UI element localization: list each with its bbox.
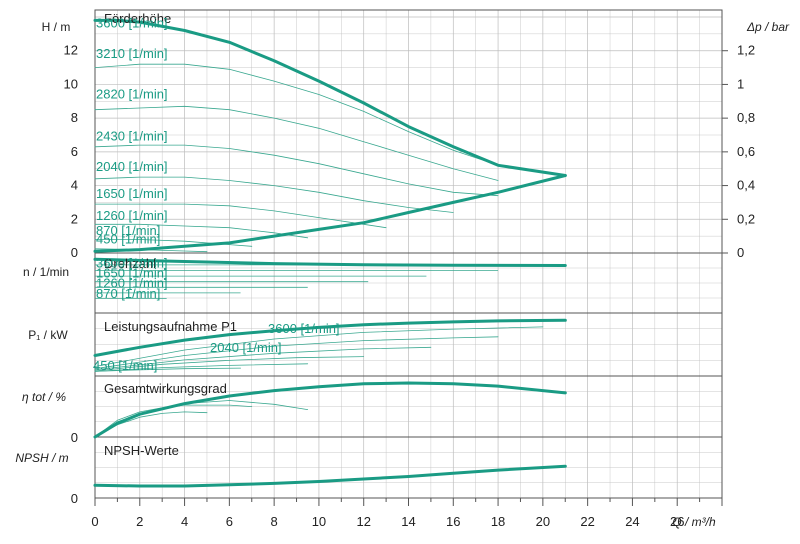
speed-label: 2040 [1/min] [96, 159, 168, 174]
speed-curve [94, 63, 544, 173]
right-y-tick-label: 0 [737, 245, 744, 260]
max-speed-curve [93, 18, 567, 177]
speed-label: 2820 [1/min] [96, 87, 168, 102]
right-y-tick-label: 0,6 [737, 144, 755, 159]
y-axis-label: n / 1/min [23, 265, 69, 279]
efficiency-speed-curve [94, 404, 253, 438]
y-tick-label: 8 [71, 110, 78, 125]
panel-title: Gesamtwirkungsgrad [104, 381, 227, 396]
right-y-tick-label: 1 [737, 76, 744, 91]
power-speed-curve [94, 356, 365, 372]
y-tick-label: 4 [71, 178, 78, 193]
speed-label: 2430 [1/min] [96, 129, 168, 144]
right-y-axis-label: Δp / bar [746, 20, 790, 34]
panel-title: NPSH-Werte [104, 443, 179, 458]
y-axis-label: NPSH / m [15, 451, 68, 465]
power-speed-curve [94, 363, 309, 372]
speed-label: 450 [1/min] [93, 358, 157, 373]
chart-curves [93, 18, 567, 488]
right-y-tick-label: 1,2 [737, 43, 755, 58]
x-tick-label: 6 [226, 514, 233, 529]
x-tick-label: 4 [181, 514, 188, 529]
x-tick-label: 2 [136, 514, 143, 529]
npsh-curve [93, 464, 567, 488]
x-tick-label: 18 [491, 514, 505, 529]
panel-title: Drehzahl [104, 256, 156, 271]
power-speed-curve [94, 336, 499, 370]
speed-max-curve [93, 257, 567, 267]
power-speed-curve [94, 346, 432, 371]
y-axis-label: P₁ / kW [28, 328, 68, 342]
x-tick-label: 10 [312, 514, 326, 529]
power-speed-curve [94, 367, 241, 372]
y-axis-label: H / m [42, 20, 71, 34]
x-tick-label: 24 [625, 514, 639, 529]
x-tick-label: 8 [271, 514, 278, 529]
panel-title: Förderhöhe [104, 11, 171, 26]
speed-label: 3210 [1/min] [96, 46, 168, 61]
speed-curve [94, 105, 499, 181]
x-tick-label: 0 [91, 514, 98, 529]
right-y-tick-label: 0,8 [737, 110, 755, 125]
y-tick-label: 2 [71, 211, 78, 226]
y-tick-label: 6 [71, 144, 78, 159]
speed-label: 3600 [1/min] [96, 16, 168, 31]
speed-curve [94, 176, 454, 213]
x-tick-label: 12 [356, 514, 370, 529]
power-max-curve [93, 318, 567, 357]
y-axis-label: η tot / % [22, 390, 66, 404]
speed-label: 1650 [1/min] [96, 266, 168, 281]
panel-frames [94, 9, 723, 499]
speed-label: 1260 [1/min] [96, 276, 168, 291]
speed-label: 870 [1/min] [96, 286, 160, 301]
x-tick-label: 16 [446, 514, 460, 529]
x-tick-label: 20 [536, 514, 550, 529]
speed-label: 1260 [1/min] [96, 208, 168, 223]
speed-label: 3600 [1/min] [96, 256, 168, 271]
speed-label: 3600 [1/min] [268, 321, 340, 336]
speed-curve [94, 223, 309, 239]
right-y-tick-label: 0,2 [737, 211, 755, 226]
speed-label: 450 [1/min] [96, 232, 160, 247]
x-tick-label: 26 [670, 514, 684, 529]
speed-label: 2040 [1/min] [210, 340, 282, 355]
speed-curve [94, 239, 253, 247]
speed-curve [94, 144, 499, 197]
speed-label: 1650 [1/min] [96, 186, 168, 201]
efficiency-max-curve [93, 381, 567, 439]
x-tick-label: 14 [401, 514, 415, 529]
panel-title: Leistungsaufnahme P1 [104, 319, 237, 334]
x-axis-label: Q / m³/h [672, 515, 716, 529]
y-tick-label: 0 [71, 491, 78, 506]
x-tick-label: 22 [580, 514, 594, 529]
y-tick-label: 10 [64, 76, 78, 91]
power-speed-curve [94, 326, 544, 367]
speed-label: 870 [1/min] [96, 223, 160, 238]
y-tick-label: 12 [64, 43, 78, 58]
chart-grid [94, 10, 728, 506]
y-tick-label: 0 [71, 430, 78, 445]
right-y-tick-label: 0,4 [737, 178, 755, 193]
system-curve [93, 174, 567, 253]
y-tick-label: 0 [71, 245, 78, 260]
npsh-panel-frame [94, 436, 723, 499]
